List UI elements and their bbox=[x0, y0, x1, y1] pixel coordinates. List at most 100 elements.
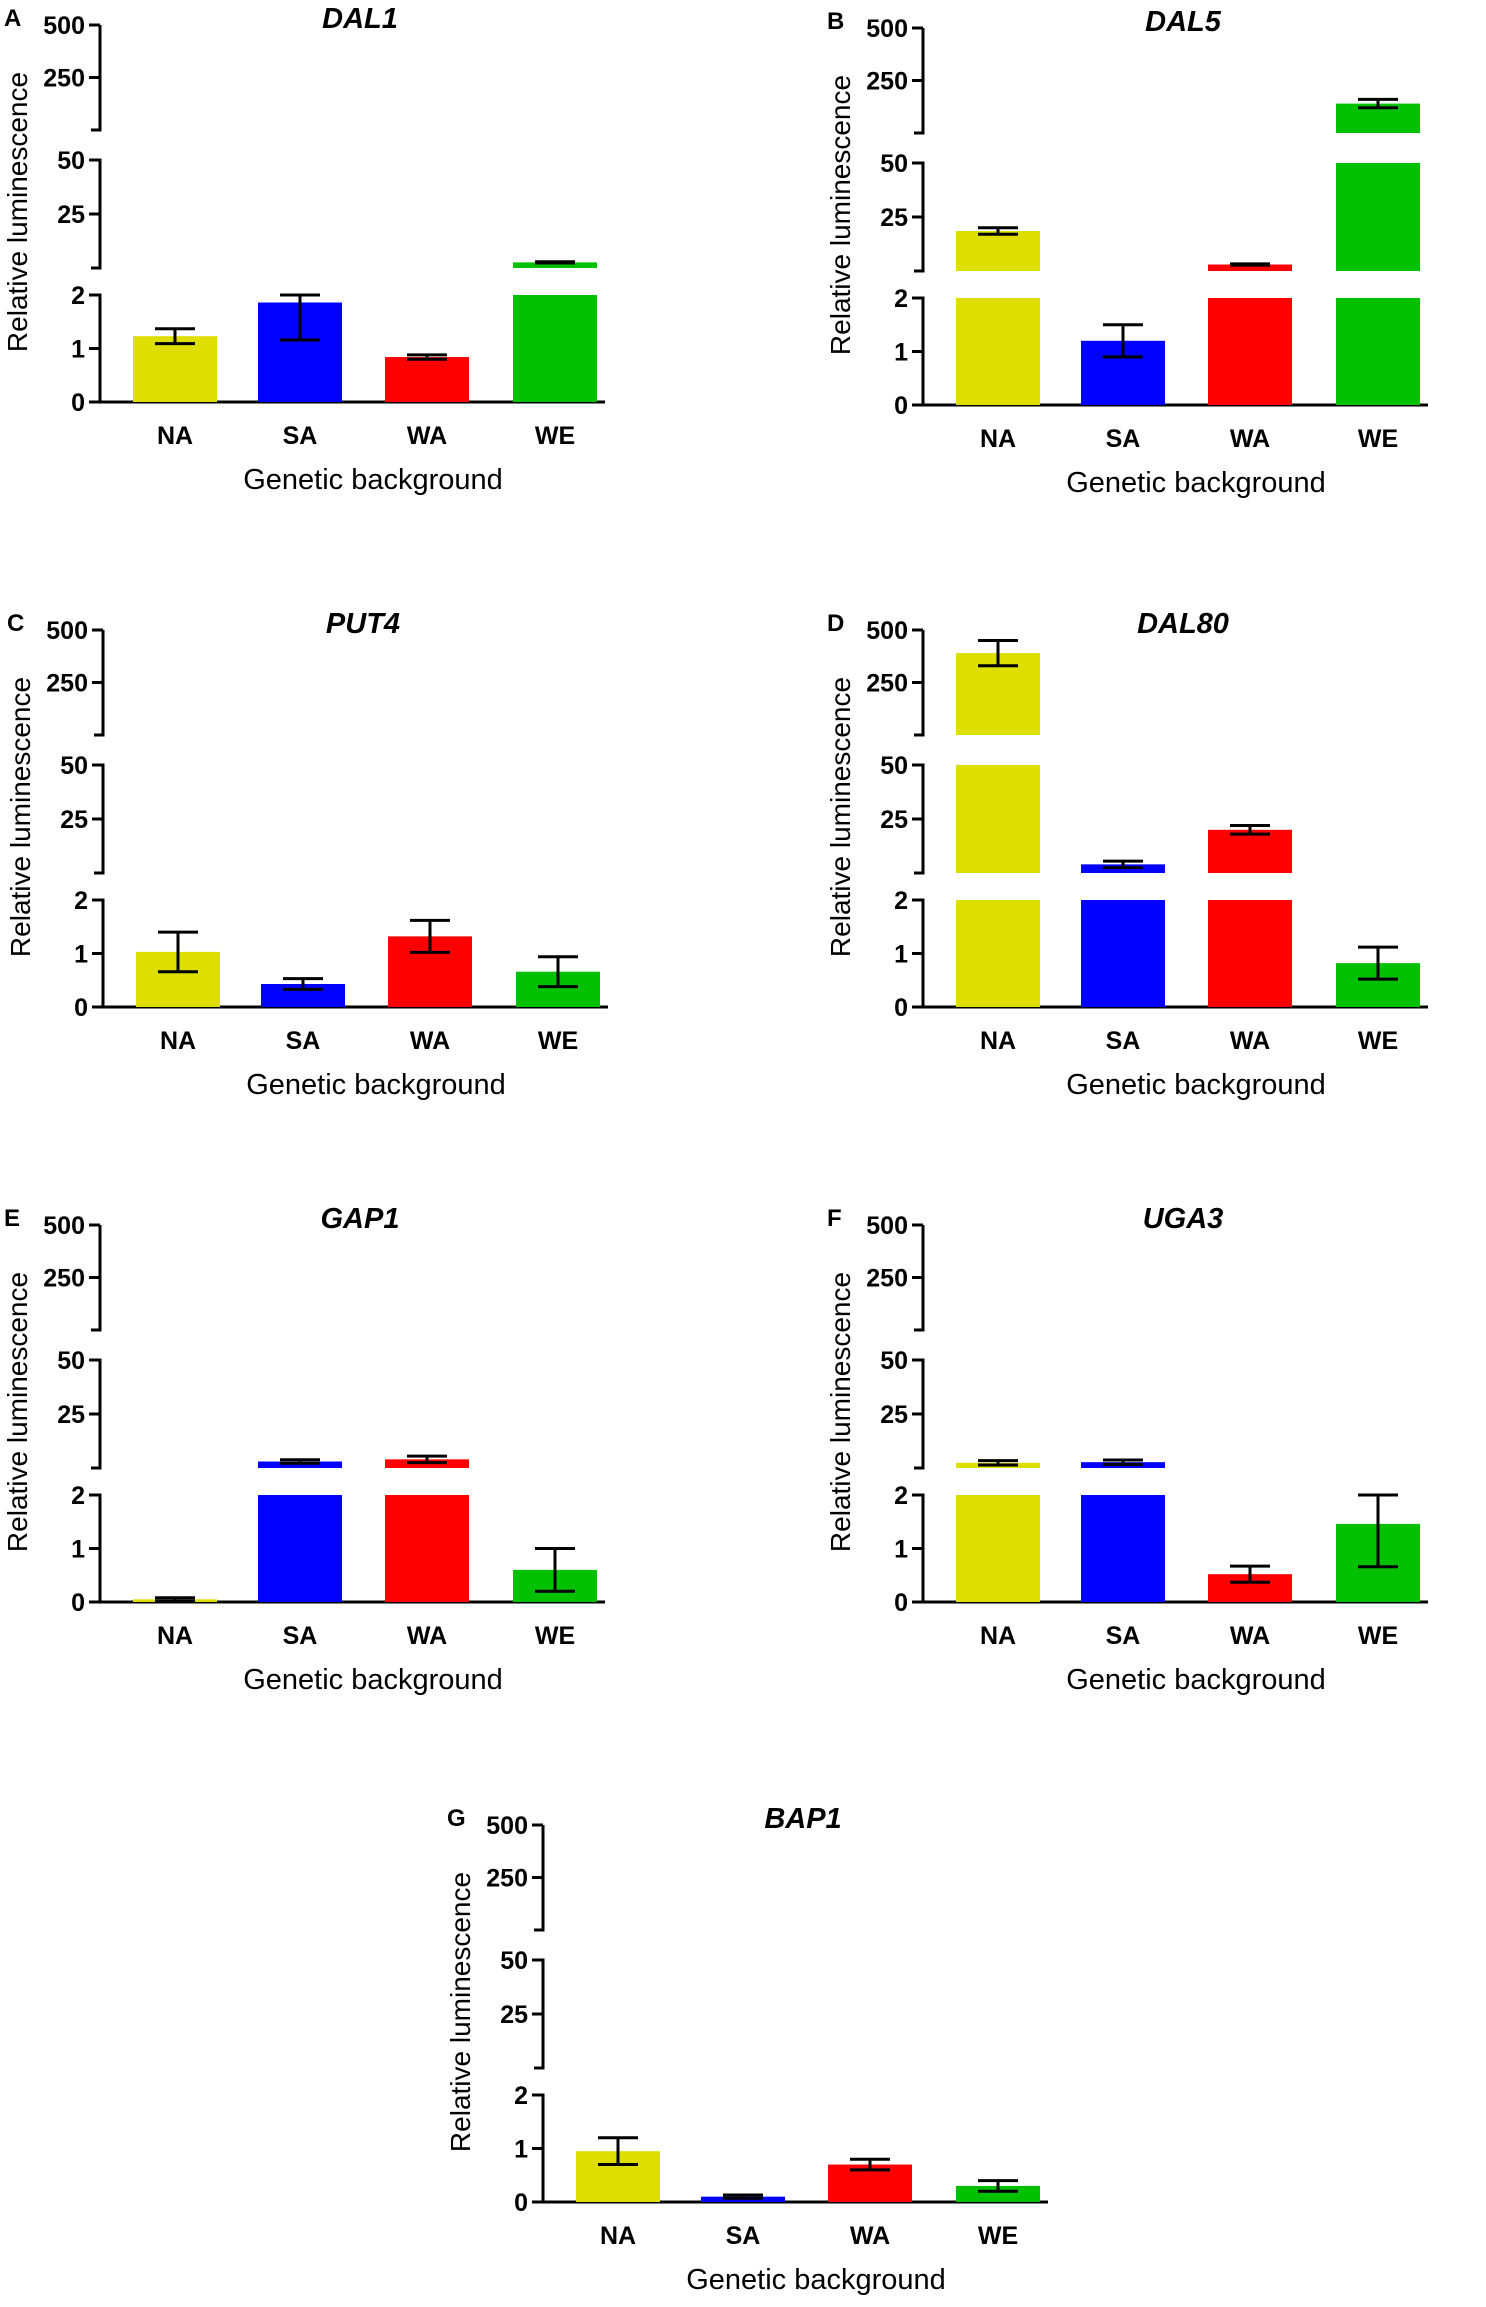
x-tick-label: NA bbox=[980, 425, 1016, 453]
y-tick-label: 250 bbox=[866, 68, 908, 96]
y-tick-label: 1 bbox=[71, 336, 85, 364]
y-tick-label: 1 bbox=[894, 339, 908, 367]
x-axis-label: Genetic background bbox=[243, 1664, 503, 1696]
x-tick-label: WA bbox=[1230, 425, 1270, 453]
bar-sa bbox=[258, 1461, 342, 1468]
bar-wa bbox=[385, 1495, 469, 1602]
y-axis-label: Relative luminescence bbox=[825, 1272, 856, 1552]
chart-title: BAP1 bbox=[764, 1803, 841, 1835]
x-tick-label: NA bbox=[980, 1027, 1016, 1055]
y-tick-label: 50 bbox=[880, 752, 908, 780]
y-tick-label: 25 bbox=[500, 2001, 528, 2029]
chart-title: GAP1 bbox=[321, 1203, 400, 1235]
x-tick-label: SA bbox=[1106, 425, 1141, 453]
bar-we bbox=[956, 2185, 1040, 2202]
y-tick-label: 2 bbox=[74, 887, 88, 915]
y-tick-label: 0 bbox=[71, 1589, 85, 1617]
x-tick-label: SA bbox=[286, 1027, 321, 1055]
y-axis-label: Relative luminescence bbox=[825, 677, 856, 957]
chart-title: PUT4 bbox=[326, 608, 400, 640]
bar-na bbox=[956, 231, 1040, 271]
x-tick-label: SA bbox=[283, 1622, 318, 1650]
y-tick-label: 25 bbox=[880, 806, 908, 834]
x-tick-label: SA bbox=[1106, 1622, 1141, 1650]
x-tick-label: SA bbox=[726, 2222, 761, 2250]
y-tick-label: 250 bbox=[46, 670, 88, 698]
x-tick-label: WE bbox=[1358, 1027, 1398, 1055]
x-tick-label: NA bbox=[980, 1622, 1016, 1650]
x-axis-label: Genetic background bbox=[246, 1069, 506, 1101]
y-tick-label: 0 bbox=[514, 2189, 528, 2217]
y-tick-label: 500 bbox=[486, 1812, 528, 1840]
bar-sa bbox=[1081, 900, 1165, 1007]
x-axis-label: Genetic background bbox=[1066, 1069, 1326, 1101]
y-tick-label: 25 bbox=[880, 204, 908, 232]
x-tick-label: NA bbox=[600, 2222, 636, 2250]
panel-label: A bbox=[4, 5, 21, 32]
y-tick-label: 2 bbox=[514, 2082, 528, 2110]
panel-c: C PUT4 Relative luminescence 0 1 2 25 50 250 500 N… bbox=[5, 608, 608, 1101]
y-tick-label: 25 bbox=[60, 806, 88, 834]
y-tick-label: 50 bbox=[880, 150, 908, 178]
bar-we bbox=[513, 262, 597, 268]
y-axis-label: Relative luminescence bbox=[445, 1872, 476, 2152]
bar-wa bbox=[1208, 298, 1292, 405]
y-tick-label: 250 bbox=[43, 1265, 85, 1293]
bar-sa bbox=[261, 983, 345, 1007]
x-tick-label: WA bbox=[407, 422, 447, 450]
x-tick-label: WA bbox=[1230, 1622, 1270, 1650]
panel-e: E GAP1 Relative luminescence 0 1 2 25 50 250 500 N… bbox=[2, 1203, 605, 1696]
panel-d: D DAL80 Relative luminescence 0 1 2 25 50 250 500… bbox=[825, 608, 1428, 1101]
y-tick-label: 50 bbox=[57, 147, 85, 175]
x-tick-label: NA bbox=[157, 422, 193, 450]
y-tick-label: 50 bbox=[880, 1347, 908, 1375]
chart-title: DAL1 bbox=[322, 3, 398, 35]
y-tick-label: 250 bbox=[43, 65, 85, 93]
y-axis-label: Relative luminescence bbox=[5, 677, 36, 957]
y-tick-label: 250 bbox=[486, 1865, 528, 1893]
panel-g: G BAP1 Relative luminescence 0 1 2 25 50 250 500 N… bbox=[445, 1803, 1048, 2296]
y-tick-label: 1 bbox=[514, 2136, 528, 2164]
bar-na bbox=[956, 1495, 1040, 1602]
x-tick-label: NA bbox=[157, 1622, 193, 1650]
y-axis-label: Relative luminescence bbox=[825, 75, 856, 355]
y-tick-label: 500 bbox=[866, 15, 908, 43]
y-tick-label: 250 bbox=[866, 1265, 908, 1293]
x-tick-label: WE bbox=[1358, 1622, 1398, 1650]
chart-title: DAL80 bbox=[1137, 608, 1229, 640]
y-tick-label: 0 bbox=[74, 994, 88, 1022]
bar-wa bbox=[1208, 829, 1292, 873]
x-tick-label: NA bbox=[160, 1027, 196, 1055]
x-tick-label: WA bbox=[850, 2222, 890, 2250]
y-tick-label: 1 bbox=[74, 941, 88, 969]
x-axis-label: Genetic background bbox=[1066, 1664, 1326, 1696]
y-tick-label: 500 bbox=[43, 12, 85, 40]
y-tick-label: 500 bbox=[866, 1212, 908, 1240]
panel-label: D bbox=[827, 610, 844, 637]
panel-label: F bbox=[827, 1205, 842, 1232]
x-tick-label: WA bbox=[1230, 1027, 1270, 1055]
x-axis-label: Genetic background bbox=[1066, 467, 1326, 499]
y-axis-label: Relative luminescence bbox=[2, 72, 33, 352]
y-axis-label: Relative luminescence bbox=[2, 1272, 33, 1552]
y-tick-label: 500 bbox=[43, 1212, 85, 1240]
y-tick-label: 1 bbox=[894, 1536, 908, 1564]
bar-na bbox=[956, 900, 1040, 1007]
bar-sa bbox=[1081, 1495, 1165, 1602]
x-tick-label: SA bbox=[283, 422, 318, 450]
x-axis-label: Genetic background bbox=[686, 2264, 946, 2296]
x-tick-label: SA bbox=[1106, 1027, 1141, 1055]
panel-label: E bbox=[4, 1205, 20, 1232]
y-tick-label: 1 bbox=[71, 1536, 85, 1564]
bar-wa bbox=[1208, 264, 1292, 271]
y-tick-label: 0 bbox=[894, 392, 908, 420]
x-axis-label: Genetic background bbox=[243, 464, 503, 496]
x-tick-label: WE bbox=[535, 1622, 575, 1650]
x-tick-label: WA bbox=[410, 1027, 450, 1055]
bar-sa bbox=[258, 1495, 342, 1602]
y-tick-label: 25 bbox=[57, 1401, 85, 1429]
bar-we bbox=[513, 295, 597, 402]
x-tick-label: WA bbox=[407, 1622, 447, 1650]
y-tick-label: 50 bbox=[500, 1947, 528, 1975]
